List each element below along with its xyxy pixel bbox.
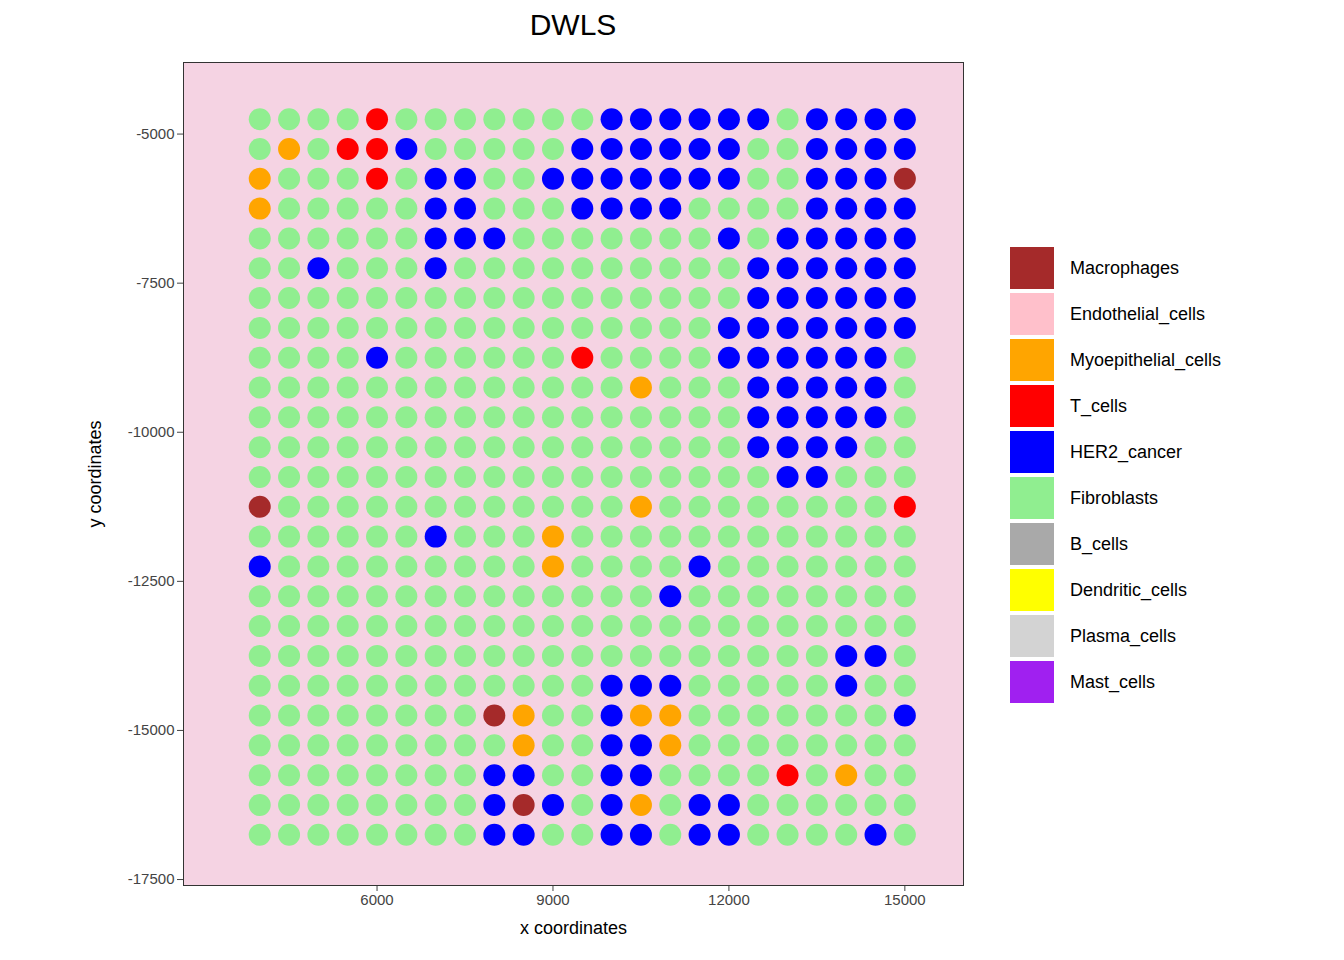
html-text:Endothelial_cells: Endothelial_cells	[1070, 303, 1206, 324]
svg-text:9000: 9000	[536, 891, 569, 908]
html-text:Dendritic_cells: Dendritic_cells	[1070, 579, 1187, 600]
html-text:HER2_cancer: HER2_cancer	[1070, 441, 1183, 462]
html-text:DWLS: DWLS	[529, 8, 617, 41]
html-text:Mast_cells: Mast_cells	[1070, 671, 1155, 692]
svg-text:y coordinates: y coordinates	[85, 420, 105, 527]
svg-text:-15000: -15000	[128, 721, 175, 738]
svg-text:-5000: -5000	[136, 125, 174, 142]
html-text:B_cells: B_cells	[1070, 533, 1128, 554]
html-text:Myoepithelial_cells: Myoepithelial_cells	[1070, 349, 1222, 370]
svg-text:-12500: -12500	[128, 572, 175, 589]
html-text:Macrophages: Macrophages	[1070, 257, 1180, 278]
svg-text:15000: 15000	[884, 891, 926, 908]
svg-text:-17500: -17500	[128, 870, 175, 887]
html-text:Plasma_cells: Plasma_cells	[1070, 625, 1176, 646]
svg-text:-10000: -10000	[128, 423, 175, 440]
html-text:Fibroblasts: Fibroblasts	[1070, 487, 1158, 508]
svg-text:x coordinates: x coordinates	[520, 918, 627, 938]
svg-text:12000: 12000	[708, 891, 750, 908]
html-text:T_cells: T_cells	[1070, 395, 1127, 416]
svg-text:6000: 6000	[360, 891, 393, 908]
svg-text:-7500: -7500	[136, 274, 174, 291]
